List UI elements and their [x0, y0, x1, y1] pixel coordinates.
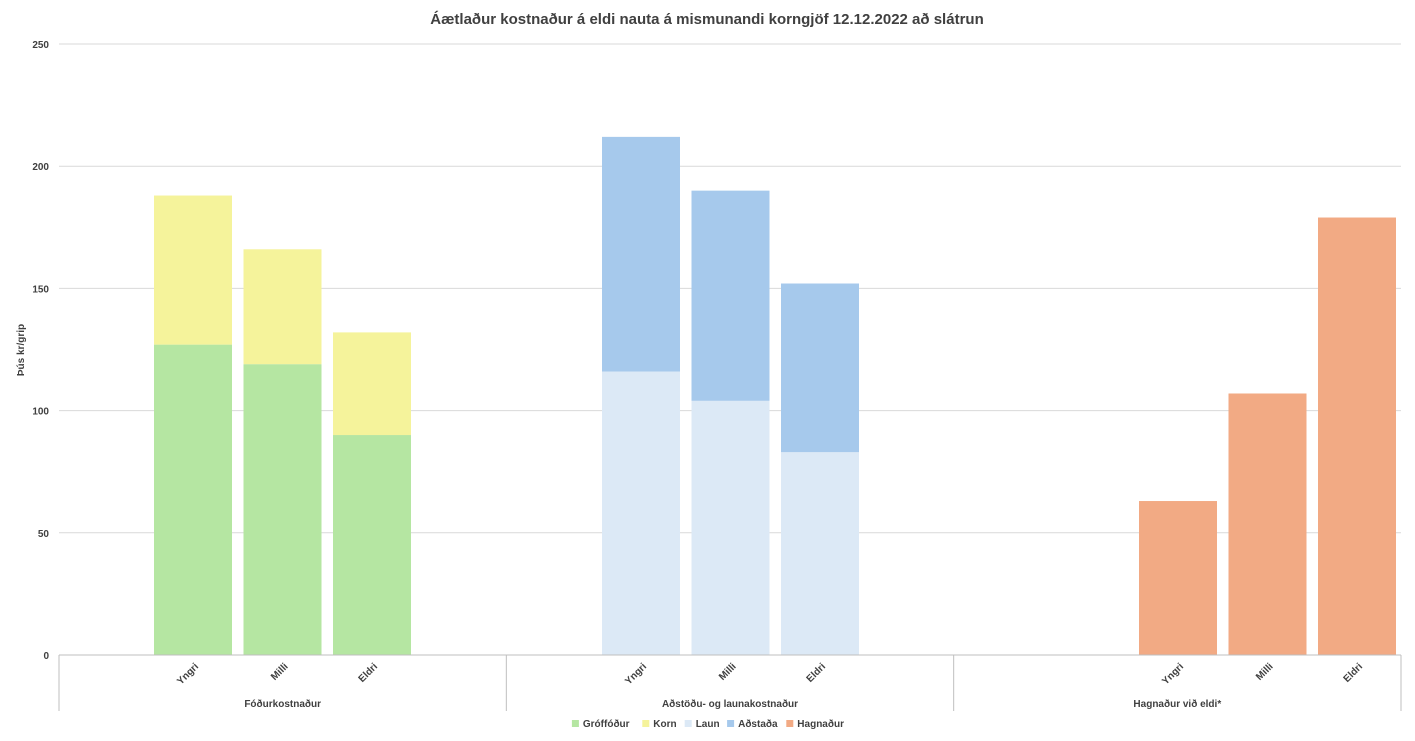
legend: Gróffóður Korn Laun Aðstaða Hagnaður [571, 718, 844, 730]
legend-swatch [684, 720, 692, 727]
bar-segment [243, 364, 322, 655]
chart-title: Áætlaður kostnaður á eldi nauta á mismun… [430, 11, 983, 28]
y-tick-label: 100 [32, 407, 49, 418]
legend-label: Aðstaða [738, 718, 778, 730]
bar-segment [691, 400, 770, 655]
bar-segment [602, 136, 680, 372]
legend-label: Gróffóður [583, 718, 630, 730]
bar-segment [1139, 501, 1217, 655]
bar-segment [1228, 393, 1307, 655]
bar-segment [781, 452, 859, 655]
y-tick-label: 250 [32, 40, 49, 51]
x-tick-label: Milli [1254, 661, 1276, 683]
bar-segment [154, 344, 232, 655]
y-tick-label: 150 [32, 284, 49, 295]
x-tick-label: Yngri [1160, 661, 1186, 687]
group-label: Fóðurkostnaður [244, 698, 321, 710]
y-axis-label: Þús kr/grip [16, 324, 27, 376]
x-tick-label: Milli [269, 661, 291, 683]
legend-label: Hagnaður [797, 718, 844, 730]
bar-segment [691, 190, 770, 401]
bar-segment [154, 195, 232, 345]
bar-segment [1318, 217, 1396, 656]
bar-segment [243, 249, 322, 365]
group-label: Aðstöðu- og launakostnaður [662, 698, 798, 710]
x-tick-label: Eldri [357, 661, 381, 685]
bar-segment [602, 371, 680, 655]
x-tick-label: Eldri [1342, 661, 1366, 685]
x-tick-label: Milli [717, 661, 739, 683]
bar-segment [781, 283, 859, 453]
x-tick-label: Yngri [175, 661, 201, 687]
legend-swatch [786, 720, 794, 727]
y-tick-label: 0 [43, 651, 49, 662]
y-tick-label: 50 [38, 529, 50, 540]
legend-swatch [642, 720, 650, 727]
bar-layer [154, 136, 1396, 656]
legend-label: Korn [653, 719, 676, 730]
group-label: Hagnaður við eldi* [1133, 698, 1221, 710]
legend-swatch [727, 720, 735, 727]
x-tick-label: Eldri [805, 661, 829, 685]
x-tick-label: Yngri [623, 661, 649, 687]
bar-segment [333, 435, 411, 655]
legend-swatch [571, 720, 579, 727]
bar-segment [333, 332, 411, 436]
y-tick-label: 200 [32, 162, 49, 173]
legend-label: Laun [696, 719, 720, 730]
